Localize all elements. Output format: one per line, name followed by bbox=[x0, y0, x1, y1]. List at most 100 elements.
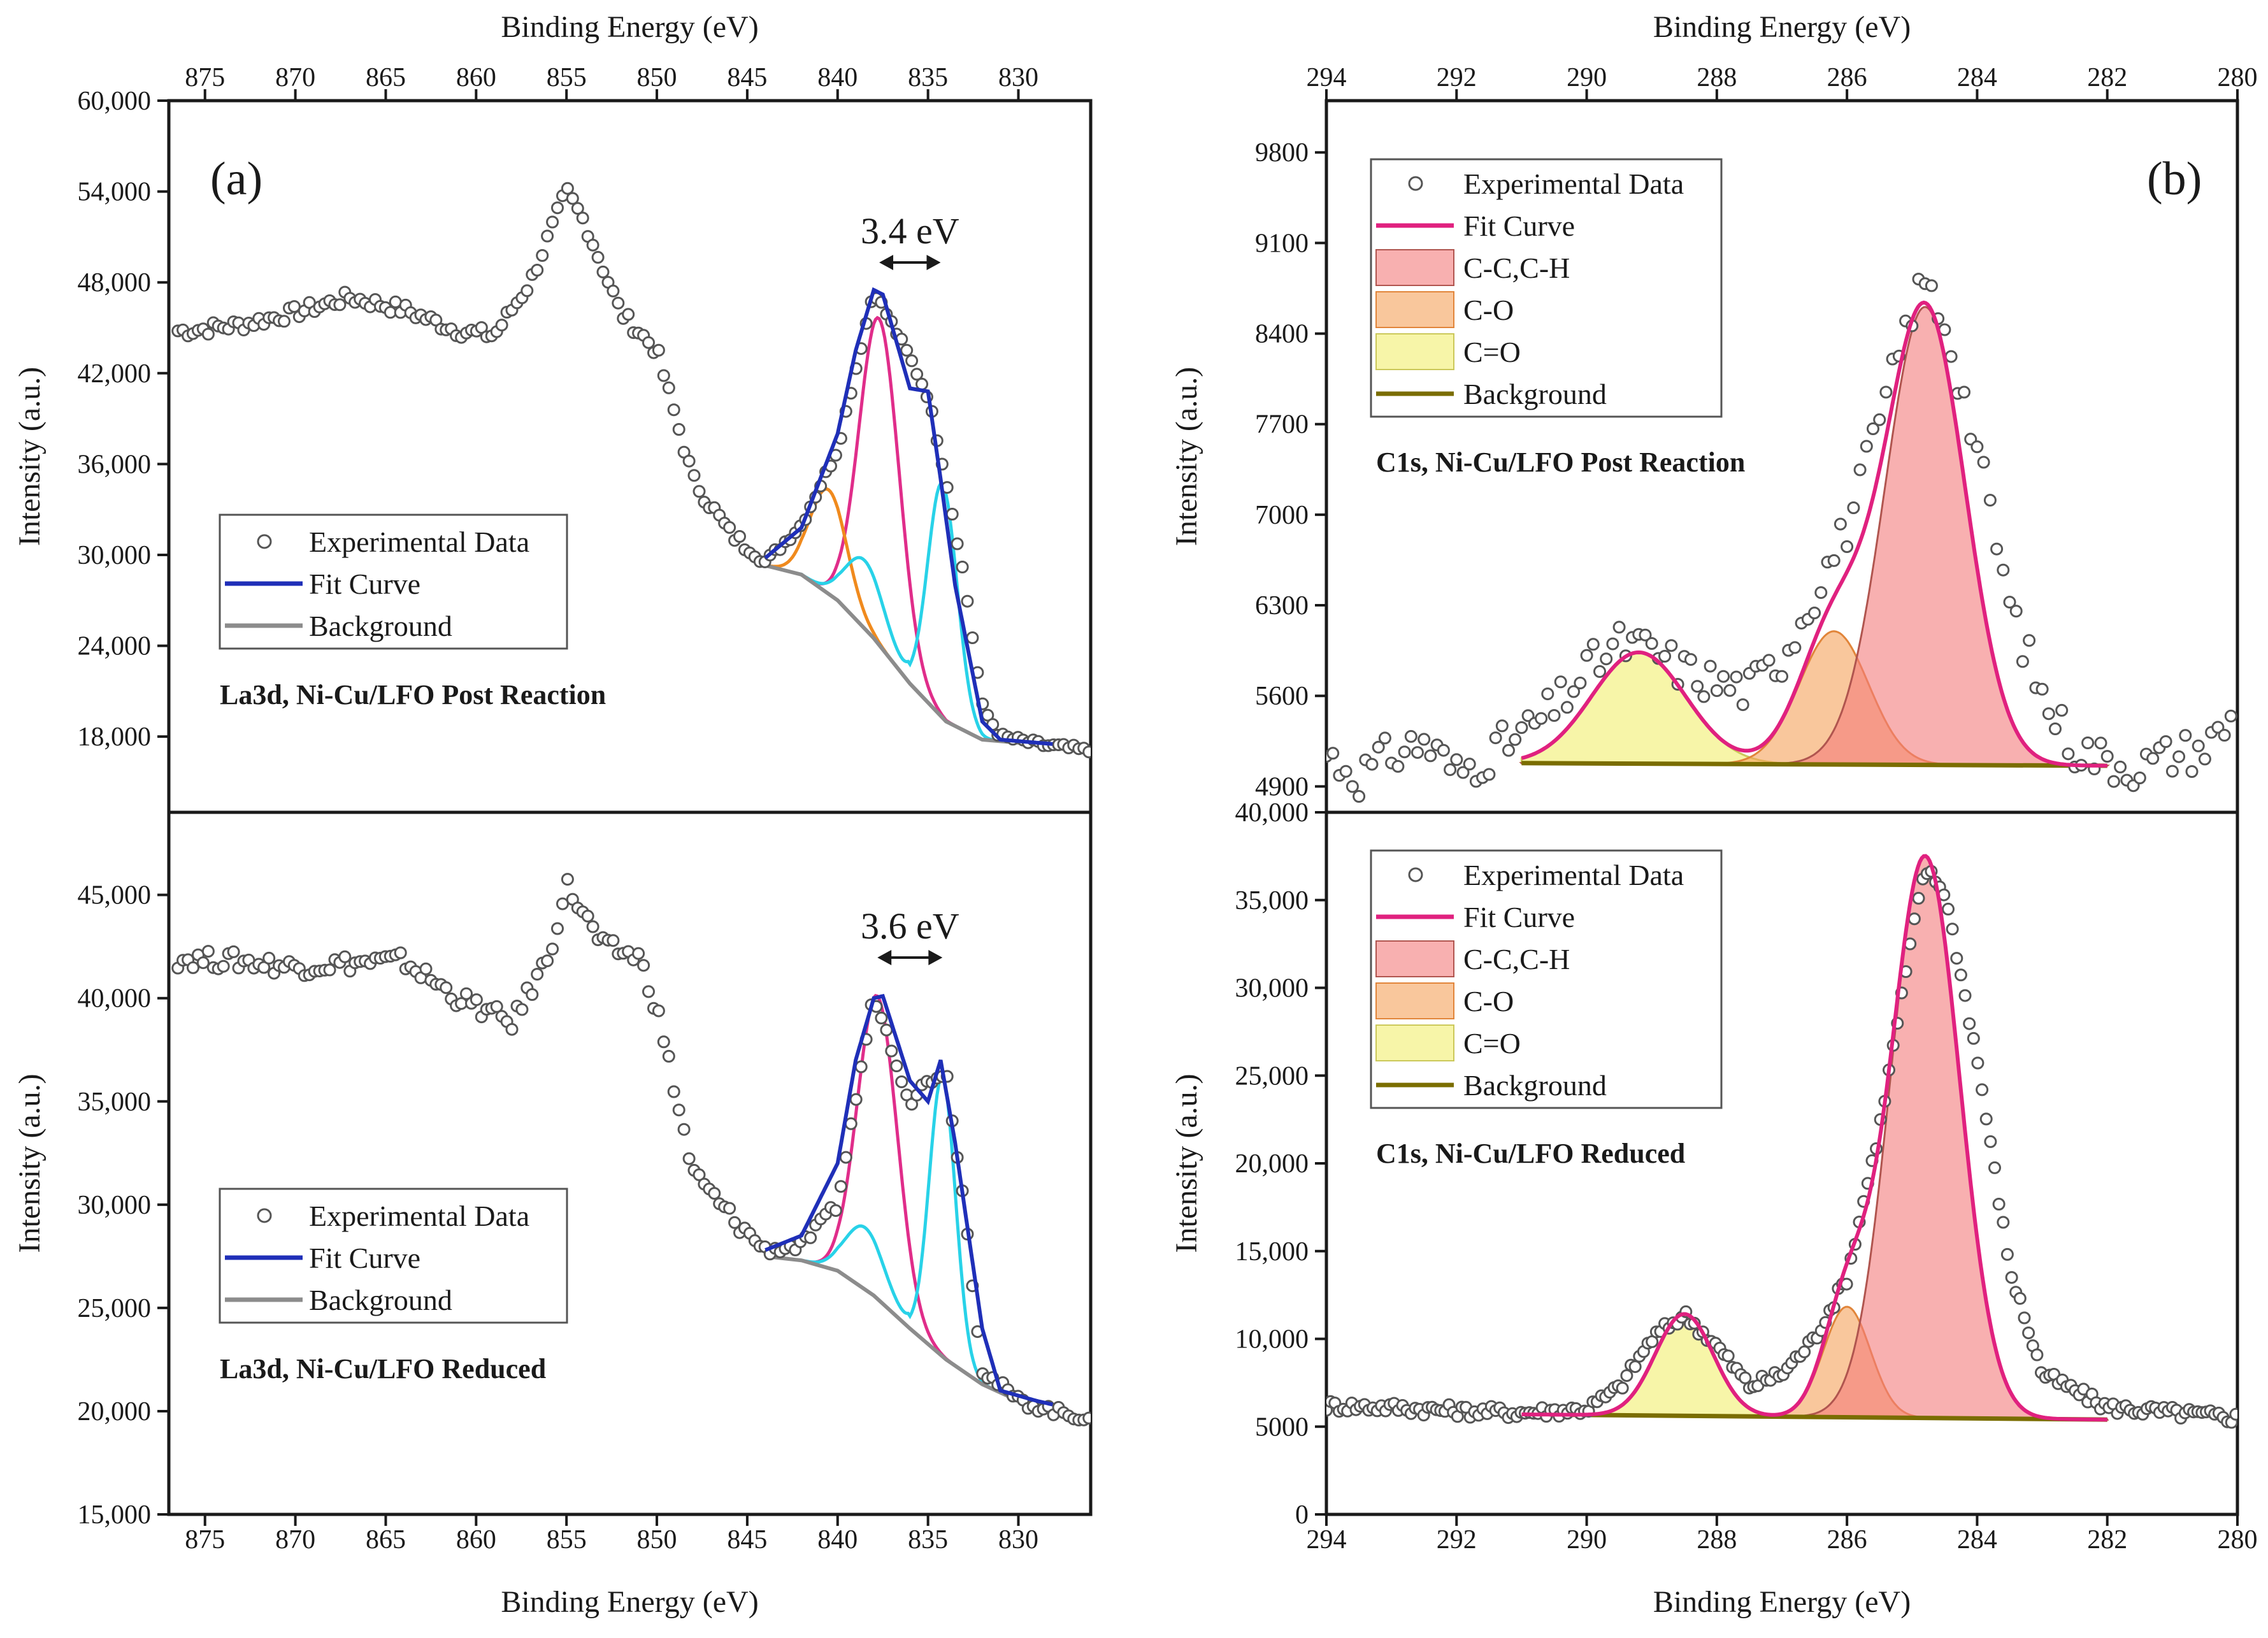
panel-frame bbox=[1324, 99, 2239, 1516]
data-point bbox=[323, 963, 336, 977]
data-point bbox=[1326, 747, 1340, 760]
y-tick-label: 54,000 bbox=[78, 178, 152, 207]
data-point bbox=[1378, 731, 1391, 745]
data-point bbox=[829, 1204, 842, 1218]
y-axis-title: Intensity (a.u.) bbox=[13, 1074, 47, 1253]
y-tick-label: 8400 bbox=[1255, 320, 1309, 349]
data-point bbox=[1710, 684, 1723, 697]
data-point bbox=[1976, 1083, 1989, 1096]
data-point bbox=[571, 202, 584, 215]
x-axis-title-bottom: Binding Energy (eV) bbox=[501, 1585, 758, 1619]
x-tick-label-top: 875 bbox=[185, 63, 225, 92]
x-tick-label-bottom: 850 bbox=[637, 1525, 677, 1555]
data-point bbox=[1450, 753, 1463, 766]
x-tick-label-top: 840 bbox=[817, 63, 858, 92]
data-point bbox=[637, 959, 650, 972]
data-point bbox=[1082, 1411, 1091, 1425]
legend-label: Experimental Data bbox=[309, 526, 529, 558]
data-point bbox=[900, 343, 914, 357]
y-tick-label: 10,000 bbox=[1235, 1325, 1309, 1354]
x-tick-label-bottom: 288 bbox=[1697, 1525, 1737, 1555]
data-point bbox=[1612, 621, 1626, 634]
data-point bbox=[844, 1117, 858, 1130]
x-tick-label-bottom: 835 bbox=[908, 1525, 948, 1555]
plot-area bbox=[171, 873, 1091, 1426]
data-point bbox=[1992, 1198, 2006, 1211]
data-point bbox=[1418, 733, 1431, 746]
data-point bbox=[1723, 684, 1737, 697]
data-point bbox=[531, 968, 544, 981]
data-point bbox=[632, 947, 645, 960]
panel-b: 294 294 292 292 290 290 288 288 286 286 284 284 282 2… bbox=[1170, 10, 2258, 1619]
data-point bbox=[1639, 628, 1652, 642]
data-point bbox=[2018, 1311, 2031, 1325]
fit-curve bbox=[764, 287, 1053, 746]
sample-label: La3d, Ni-Cu/LFO Reduced bbox=[220, 1353, 546, 1384]
legend-label: Fit Curve bbox=[1463, 210, 1575, 242]
x-tick-label-top: 865 bbox=[366, 63, 406, 92]
component-line-main bbox=[765, 994, 1053, 1409]
data-point bbox=[541, 229, 554, 243]
data-point bbox=[2165, 765, 2179, 778]
data-point bbox=[667, 1085, 680, 1098]
data-point bbox=[1567, 685, 1581, 698]
panel-label: (a) bbox=[210, 153, 262, 205]
y-tick-label: 40,000 bbox=[78, 984, 152, 1014]
data-point bbox=[1739, 1371, 1752, 1384]
data-point bbox=[576, 212, 589, 225]
data-point bbox=[1970, 440, 1984, 454]
data-point bbox=[1600, 652, 1613, 666]
background-line bbox=[1521, 761, 2107, 768]
data-point bbox=[1997, 1216, 2010, 1229]
data-point bbox=[1586, 638, 1600, 651]
data-point bbox=[1684, 653, 1697, 666]
legend-swatch bbox=[1375, 291, 1454, 328]
legend-swatch bbox=[1375, 982, 1454, 1019]
y-tick-label: 35,000 bbox=[1235, 886, 1309, 916]
legend-label: C=O bbox=[1463, 1027, 1521, 1060]
y-tick-label: 0 bbox=[1295, 1500, 1309, 1530]
y-tick-label: 9100 bbox=[1255, 229, 1309, 258]
data-point bbox=[1372, 740, 1385, 754]
data-point bbox=[693, 1168, 706, 1181]
y-tick-label: 7700 bbox=[1255, 410, 1309, 440]
x-tick-label-bottom: 284 bbox=[1957, 1525, 1997, 1555]
data-point bbox=[227, 945, 240, 958]
x-tick-label-bottom: 282 bbox=[2087, 1525, 2127, 1555]
data-point bbox=[2159, 735, 2172, 748]
data-point bbox=[495, 319, 508, 332]
data-point bbox=[1697, 690, 1711, 703]
data-point bbox=[561, 182, 574, 195]
data-point bbox=[723, 1202, 736, 1215]
data-point bbox=[1971, 1056, 1984, 1070]
y-axis-title: Intensity (a.u.) bbox=[1170, 367, 1203, 546]
data-point bbox=[333, 298, 347, 312]
data-point bbox=[682, 1152, 696, 1165]
data-point bbox=[1645, 637, 1658, 650]
legend-label: Fit Curve bbox=[1463, 901, 1575, 933]
data-point bbox=[672, 1103, 685, 1117]
x-tick-label-top: 835 bbox=[908, 63, 948, 92]
x-tick-label-top: 845 bbox=[727, 63, 767, 92]
x-tick-label-top: 286 bbox=[1827, 63, 1867, 92]
legend-label: C-C,C-H bbox=[1463, 943, 1570, 975]
data-point bbox=[677, 1123, 691, 1136]
x-tick-label-top: 292 bbox=[1437, 63, 1477, 92]
data-point bbox=[1574, 677, 1587, 689]
data-point bbox=[2107, 775, 2120, 788]
data-point bbox=[834, 1180, 847, 1193]
data-point bbox=[2000, 1247, 2014, 1261]
data-point bbox=[1841, 540, 1854, 553]
data-point bbox=[1580, 649, 1593, 662]
x-tick-label-top: 282 bbox=[2087, 63, 2127, 92]
data-point bbox=[693, 485, 706, 498]
data-point bbox=[1879, 385, 1893, 399]
data-point bbox=[1944, 350, 1958, 363]
data-point bbox=[2172, 750, 2186, 763]
data-point bbox=[2055, 703, 2069, 717]
subplot-b-0: 4900 5600 6300 7000 7700 8400 9100 9800 Intensit… bbox=[1170, 138, 2237, 803]
legend-swatch bbox=[1375, 940, 1454, 977]
data-point bbox=[1925, 279, 1938, 292]
data-point bbox=[1346, 780, 1359, 793]
data-point bbox=[1860, 440, 1873, 453]
